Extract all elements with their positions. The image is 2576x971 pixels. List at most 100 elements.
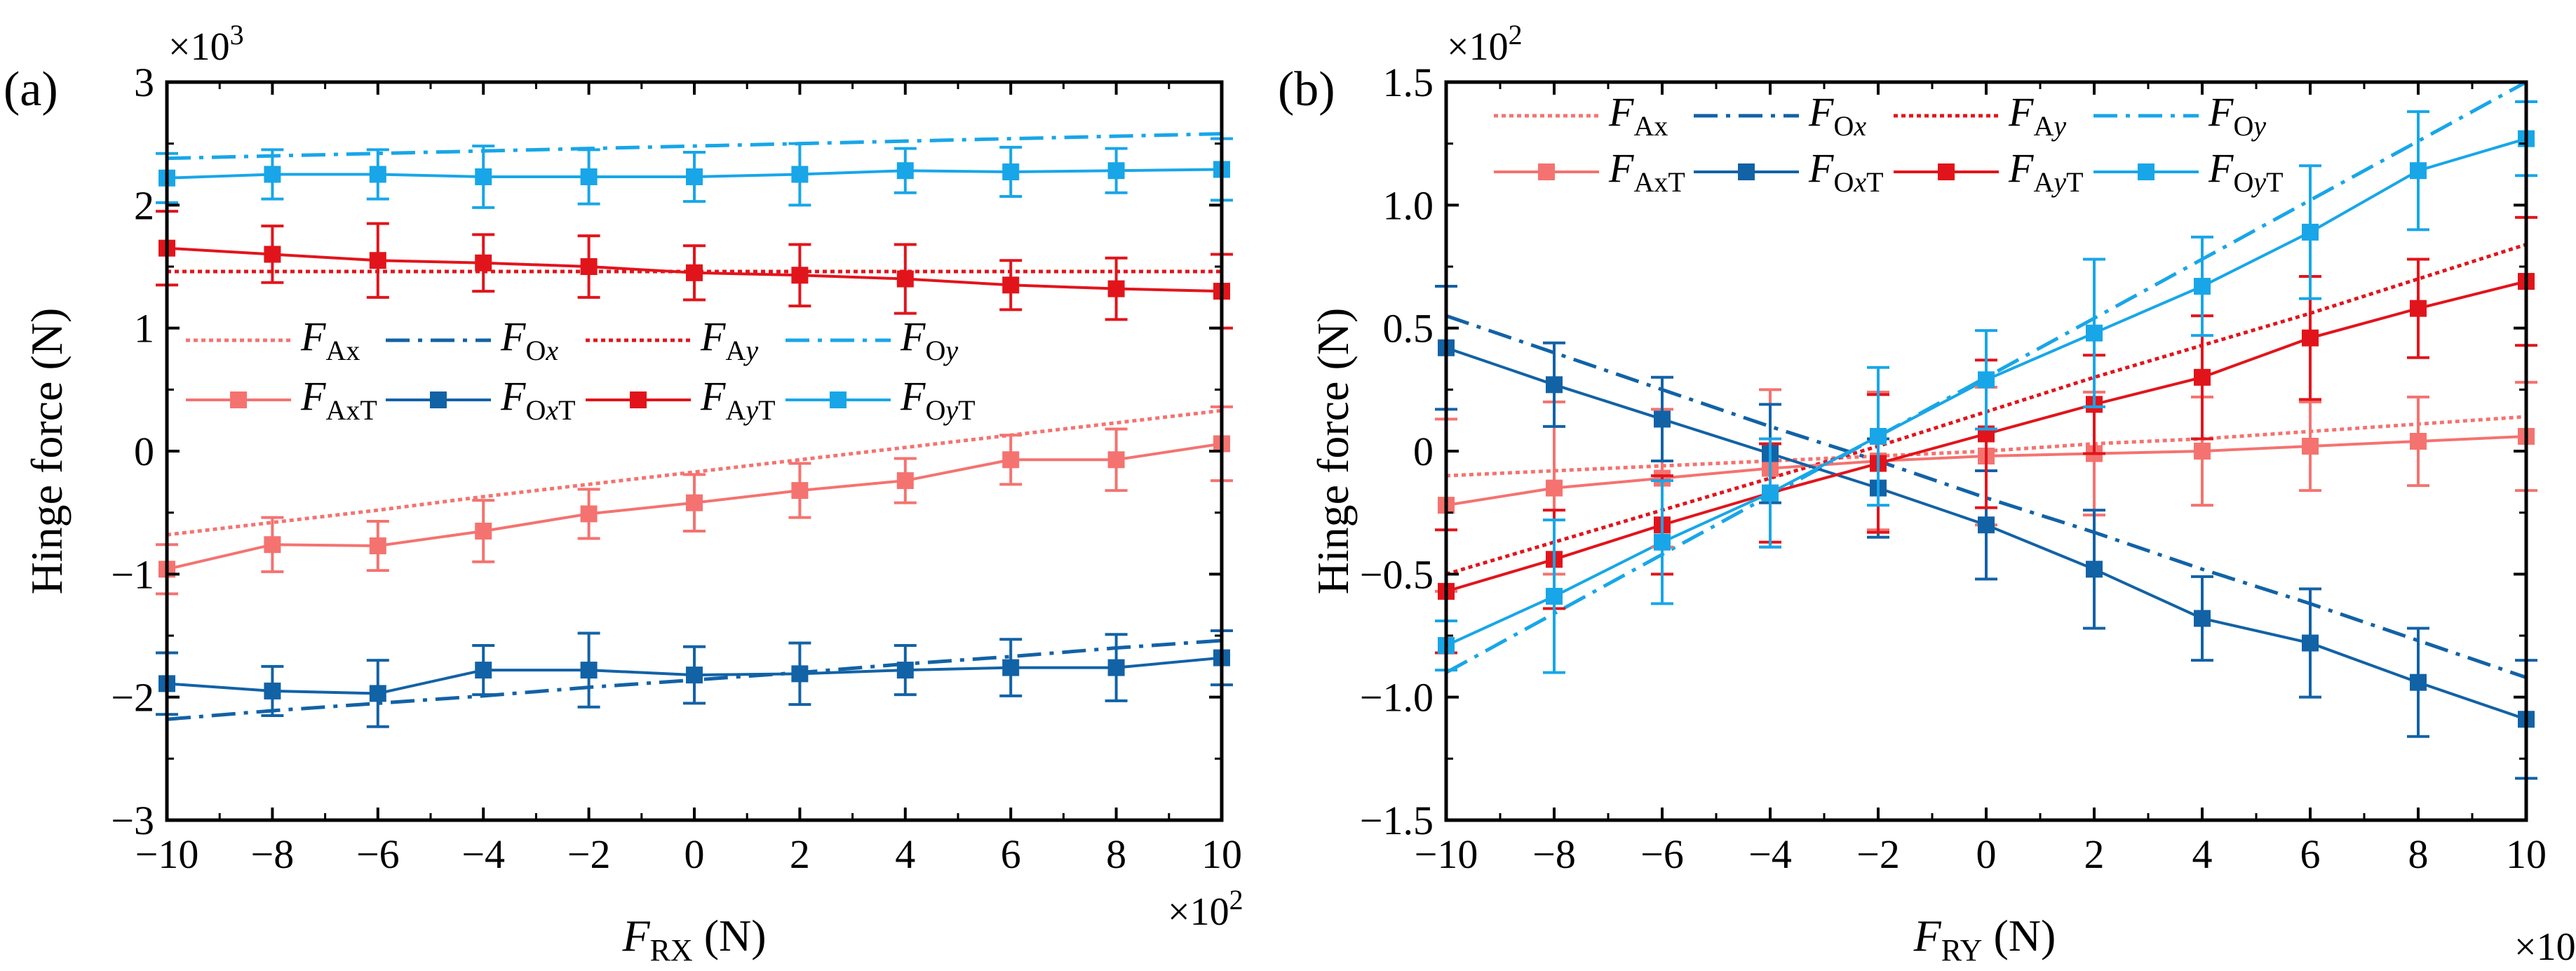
- panel-b-x-tick-label: 10: [2506, 831, 2547, 877]
- panel-a-x-tick-label: −4: [461, 831, 505, 877]
- panel-a-FAxT-point: [369, 537, 386, 555]
- panel-a-x-axis-label: FRX (N): [621, 911, 766, 967]
- panel-b-x-tick-label: −8: [1532, 831, 1576, 877]
- panel-a-FAxT-point: [1107, 451, 1125, 469]
- panel-b-y-tick-label: −0.5: [1360, 551, 1434, 597]
- panel-b-legend-label-FAyT: FAyT: [2008, 145, 2084, 198]
- panel-a-FOyT-point: [264, 166, 281, 183]
- panel-a-FOxT-point: [369, 685, 386, 702]
- panel-a-legend-marker-FOyT: [830, 391, 847, 408]
- panel-b-legend-marker-FAxT: [1538, 163, 1555, 180]
- panel-b-FOxT-point: [1546, 376, 1563, 394]
- panel-a-x-tick-label: −10: [135, 831, 199, 877]
- panel-a-FOxT-point: [686, 667, 703, 684]
- panel-b-legend-label-FAxT: FAxT: [1608, 145, 1685, 198]
- panel-b-FOxT-point: [2194, 610, 2211, 627]
- panel-a-label: (a): [4, 62, 58, 116]
- panel-b-y-tick-label: −1.0: [1360, 675, 1434, 721]
- panel-a-FAyT-point: [686, 264, 703, 281]
- panel-a-legend-marker-FOxT: [430, 391, 447, 408]
- panel-b-x-multiplier: ×102: [2514, 919, 2576, 969]
- panel-a-FAxT-point: [896, 472, 914, 490]
- panel-a-FAxT-point: [686, 494, 703, 511]
- panel-b-FOxT-point: [2410, 674, 2427, 691]
- panel-b-x-tick-label: 8: [2408, 831, 2429, 877]
- panel-a-legend-marker-FAxT: [230, 391, 247, 408]
- panel-a-FAyT-point: [264, 246, 281, 263]
- panel-a-FOxT-point: [896, 662, 914, 679]
- panel-a-FOyT-point: [1002, 163, 1020, 180]
- panel-a-x-multiplier: ×102: [1168, 884, 1243, 934]
- panel-a-FAyT-point: [475, 254, 492, 272]
- panel-a-FAyT-point: [369, 252, 386, 269]
- panel-b-y-tick-label: 0.5: [1383, 306, 1434, 351]
- panel-b-y-tick-label: 1.0: [1383, 182, 1434, 228]
- panel-b-FOyT-point: [1654, 533, 1671, 551]
- panel-a-y-tick-label: 0: [134, 429, 154, 474]
- panel-a-legend-marker-FAyT: [630, 391, 647, 408]
- panel-a-legend-label-FOx: FOx: [500, 314, 558, 366]
- panel-a-legend-label-FAx: FAx: [300, 314, 360, 366]
- panel-b-legend-label-FOx: FOx: [1808, 89, 1866, 142]
- panel-b-FAxT-point: [2410, 432, 2427, 450]
- panel-b-FAyT-point: [2194, 368, 2211, 386]
- panel-a-FOxT-point: [1002, 659, 1020, 676]
- panel-a-x-tick-label: −6: [356, 831, 400, 877]
- panel-b-legend-label-FAx: FAx: [1608, 89, 1668, 142]
- panel-b-x-tick-label: −10: [1415, 831, 1478, 877]
- panel-b: −10 −8 −6 −4 −2 0 2 4 6 8 10 −1.5 −1.0 −0.5 0 0.5 1.0 1.5…: [1278, 19, 2576, 969]
- panel-a-FOxT-point: [791, 665, 809, 683]
- panel-a-FOxT-point: [475, 662, 492, 679]
- panel-b-FOyT-point: [1546, 587, 1563, 605]
- panel-b-FOxT-point: [1654, 410, 1671, 428]
- panel-b-x-tick-label: 4: [2192, 831, 2213, 877]
- panel-b-legend-marker-FOxT: [1738, 163, 1755, 180]
- panel-b-y-multiplier: ×102: [1447, 19, 1523, 69]
- panel-a-y-tick-label: 2: [134, 182, 154, 228]
- panel-a: −10 −8 −6 −4 −2 0 2 4 6 8 10−3−2−10123(a)×103×102H…: [4, 19, 1243, 967]
- panel-b-legend-label-FOxT: FOxT: [1808, 145, 1884, 198]
- panel-b-FOyT-point: [2410, 162, 2427, 180]
- panel-a-FOyT-point: [686, 168, 703, 186]
- panel-b-FOyT-point: [2086, 324, 2103, 342]
- panel-b-label: (b): [1278, 62, 1335, 116]
- panel-b-x-tick-label: 2: [2084, 831, 2105, 877]
- panel-b-FOyT-point: [2194, 278, 2211, 295]
- panel-a-legend-label-FOyT: FOyT: [900, 373, 976, 426]
- panel-b-FOxT-point: [2086, 561, 2103, 578]
- panel-a-x-tick-label: 0: [685, 831, 705, 877]
- panel-b-legend-label-FAy: FAy: [2008, 89, 2066, 142]
- panel-b-y-tick-label: 0: [1413, 429, 1434, 474]
- panel-a-y-multiplier: ×103: [168, 19, 244, 69]
- panel-a-legend: FAx FOx FAy FOy FAxT FOxT FAyT FOyT: [186, 314, 976, 426]
- panel-b-x-tick-label: −2: [1856, 831, 1900, 877]
- panel-b-FAxT-point: [1546, 479, 1563, 497]
- panel-a-FOyT-point: [791, 166, 809, 183]
- panel-b-FOyT-point: [2302, 223, 2319, 241]
- panel-a-x-tick-label: 10: [1201, 831, 1242, 877]
- panel-b-legend-label-FOyT: FOyT: [2208, 145, 2284, 198]
- panel-a-y-axis-label: Hinge force (N): [22, 308, 72, 595]
- panel-b-FAyT-point: [2302, 329, 2319, 347]
- panel-b-FOxT-point: [1978, 516, 1995, 534]
- panel-a-y-tick-label: −1: [111, 551, 154, 597]
- panel-a-legend-label-FOy: FOy: [900, 314, 958, 366]
- panel-a-legend-label-FAyT: FAyT: [700, 373, 776, 426]
- panel-a-FAxT-point: [1002, 451, 1020, 469]
- panel-b-series-FOx-line: [1445, 314, 2527, 679]
- panel-b-x-tick-label: 6: [2300, 831, 2321, 877]
- panel-b-FAyT-point: [2410, 300, 2427, 317]
- panel-b-FAxT-point: [2302, 437, 2319, 455]
- panel-a-FAxT-point: [791, 482, 809, 500]
- panel-b-legend-marker-FOyT: [2138, 163, 2154, 180]
- panel-a-y-tick-label: 3: [134, 60, 154, 105]
- panel-b-legend-marker-FAyT: [1938, 163, 1955, 180]
- panel-b-legend-label-FOy: FOy: [2208, 89, 2266, 142]
- panel-b-FOyT-point: [1870, 427, 1887, 445]
- panel-b-x-tick-label: −4: [1748, 831, 1792, 877]
- panel-b-FAxT-point: [2194, 443, 2211, 460]
- panel-b-x-tick-label: 0: [1976, 831, 1997, 877]
- panel-a-FAyT-point: [580, 258, 598, 275]
- panel-a-legend-label-FAy: FAy: [700, 314, 758, 366]
